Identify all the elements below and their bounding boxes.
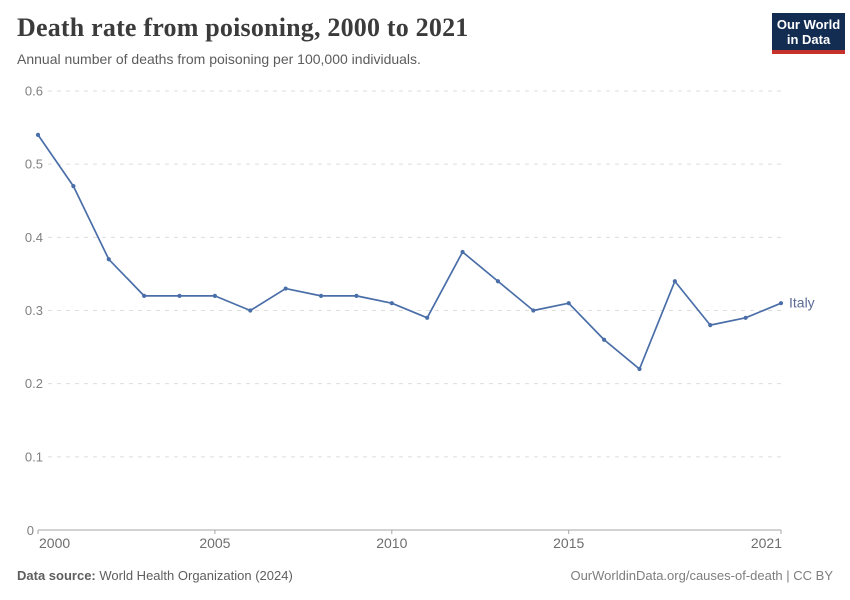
x-tick-label: 2010 [376, 535, 407, 551]
y-tick-label: 0 [27, 523, 34, 538]
chart-subtitle: Annual number of deaths from poisoning p… [17, 51, 421, 67]
data-point[interactable] [637, 366, 642, 372]
y-tick-label: 0.6 [25, 84, 43, 99]
logo-red-bar [772, 50, 845, 54]
data-source: Data source: World Health Organization (… [17, 568, 293, 583]
data-point[interactable] [177, 293, 182, 298]
data-point[interactable] [212, 293, 218, 298]
data-point[interactable] [106, 257, 111, 262]
data-source-label: Data source: [17, 568, 96, 583]
data-source-text: World Health Organization (2024) [95, 568, 293, 583]
data-line-italy[interactable] [37, 134, 782, 370]
logo-line1: Our World [776, 17, 841, 32]
data-point[interactable] [318, 293, 324, 298]
data-point[interactable] [460, 249, 465, 255]
y-tick-label: 0.5 [25, 157, 43, 172]
data-point[interactable] [142, 293, 147, 298]
x-tick-label: 2005 [199, 535, 230, 551]
credit-link[interactable]: OurWorldinData.org/causes-of-death | CC … [570, 568, 833, 583]
data-point[interactable] [566, 301, 571, 306]
data-point[interactable] [248, 308, 253, 313]
data-point[interactable] [283, 286, 288, 291]
series-end-label[interactable]: Italy [789, 295, 815, 311]
data-point[interactable] [389, 301, 394, 306]
data-point[interactable] [71, 184, 76, 189]
data-point[interactable] [495, 279, 501, 284]
owid-logo[interactable]: Our World in Data [772, 13, 845, 54]
x-tick-label: 2021 [751, 535, 782, 551]
data-point[interactable] [672, 279, 677, 284]
y-tick-label: 0.1 [25, 449, 43, 464]
page-title: Death rate from poisoning, 2000 to 2021 [17, 13, 469, 42]
data-point[interactable] [425, 315, 430, 320]
y-tick-label: 0.3 [25, 303, 43, 318]
y-tick-label: 0.2 [25, 376, 43, 391]
y-tick-label: 0.4 [25, 230, 43, 245]
data-point[interactable] [778, 301, 784, 306]
data-point[interactable] [708, 323, 713, 328]
data-point[interactable] [531, 308, 536, 313]
data-point[interactable] [354, 293, 359, 298]
x-tick-label: 2015 [553, 535, 584, 551]
logo-line2: in Data [786, 32, 831, 47]
chart-footer: Data source: World Health Organization (… [17, 568, 833, 583]
x-tick-label: 2000 [39, 535, 70, 551]
data-point[interactable] [35, 132, 41, 137]
data-point[interactable] [601, 337, 607, 342]
data-point[interactable] [743, 315, 748, 320]
